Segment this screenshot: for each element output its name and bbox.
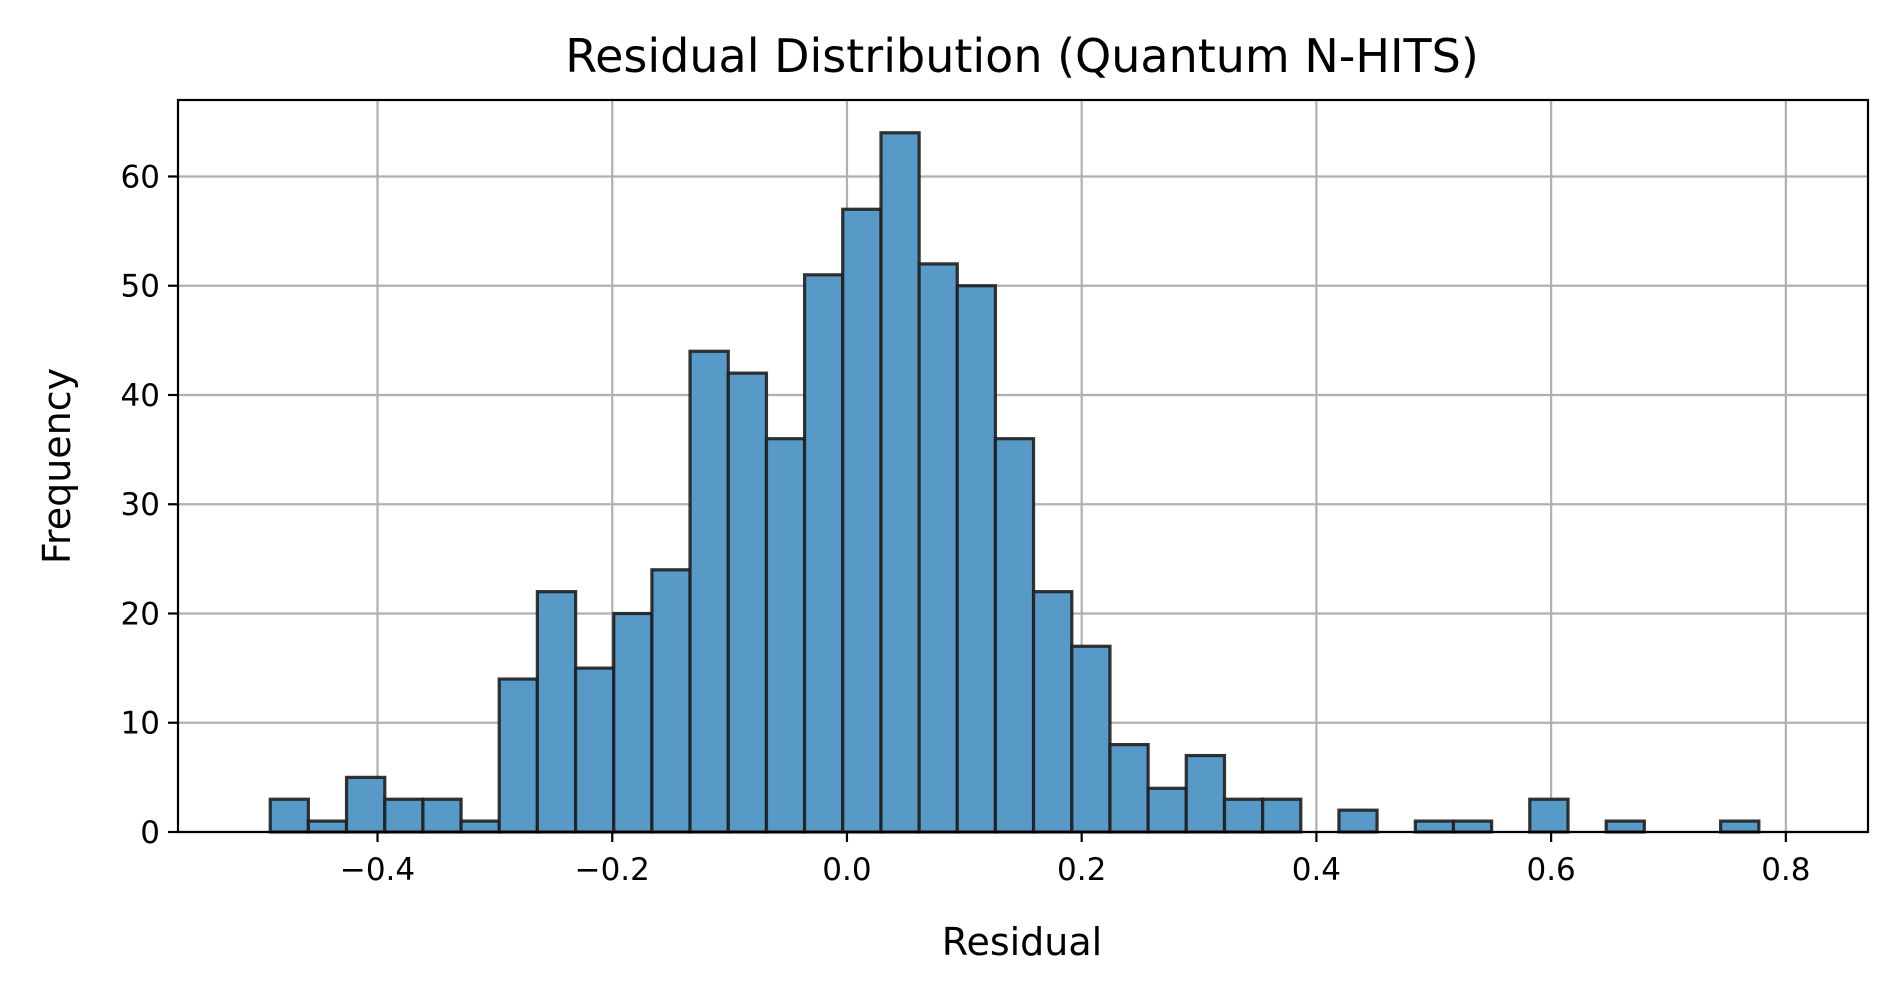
histogram-bar [993, 437, 1036, 834]
histogram-bar [1261, 797, 1303, 834]
y-tick-label: 40 [121, 378, 160, 414]
x-tick-label: 0.2 [1057, 852, 1106, 888]
grid-lines [178, 100, 1868, 834]
histogram-bar [459, 819, 501, 834]
plot-frame [176, 98, 1870, 834]
x-tick-label: 0.8 [1761, 852, 1810, 888]
x-tick-label: −0.4 [340, 852, 415, 888]
axis-ticks: −0.4 −0.2 0.0 0.2 0.4 0.6 0.8 0 10 20 30 40 50 60 [121, 159, 1811, 888]
histogram-bar [841, 207, 883, 834]
histogram-bar [955, 284, 998, 834]
x-tick-label: 0.0 [822, 852, 871, 888]
histogram-bar [1146, 786, 1188, 834]
histogram-bar [383, 797, 425, 834]
histogram-bar [1451, 819, 1494, 834]
histogram-bar [879, 131, 921, 834]
y-tick-label: 0 [140, 815, 160, 851]
histogram-bar [306, 819, 349, 834]
y-axis-label: Frequency [35, 368, 79, 564]
y-tick-label: 10 [121, 706, 160, 742]
histogram-bar [344, 775, 387, 834]
histogram-bar [1222, 797, 1265, 834]
histogram-bar [688, 349, 730, 834]
histogram-bar [650, 568, 692, 834]
histogram-bar [802, 273, 845, 834]
histogram-bar [1604, 819, 1646, 834]
histogram-bar [574, 666, 616, 834]
x-tick-label: 0.4 [1292, 852, 1341, 888]
histogram-bars [268, 131, 1761, 834]
y-tick-label: 60 [121, 159, 160, 195]
y-tick-label: 50 [121, 269, 160, 305]
histogram-bar [764, 437, 807, 834]
x-tick-label: 0.6 [1526, 852, 1575, 888]
histogram-bar [421, 797, 463, 834]
y-tick-label: 20 [121, 596, 160, 632]
histogram-bar [1184, 753, 1227, 834]
histogram-bar [612, 611, 654, 834]
histogram-bar [1031, 590, 1074, 834]
histogram-bar [1070, 644, 1112, 834]
histogram-bar [268, 797, 310, 834]
histogram-bar [497, 677, 539, 834]
y-tick-label: 30 [121, 487, 160, 523]
histogram-bar [726, 371, 769, 834]
histogram-bar [1718, 819, 1761, 834]
histogram-bar [917, 262, 959, 834]
histogram-bar [1528, 797, 1570, 834]
x-tick-label: −0.2 [575, 852, 650, 888]
histogram-bar [1413, 819, 1456, 834]
chart-title: Residual Distribution (Quantum N-HITS) [565, 29, 1479, 83]
histogram-bar [1108, 742, 1150, 834]
x-axis-label: Residual [942, 920, 1102, 964]
histogram-bar [535, 590, 578, 834]
histogram-bar [1337, 808, 1379, 834]
